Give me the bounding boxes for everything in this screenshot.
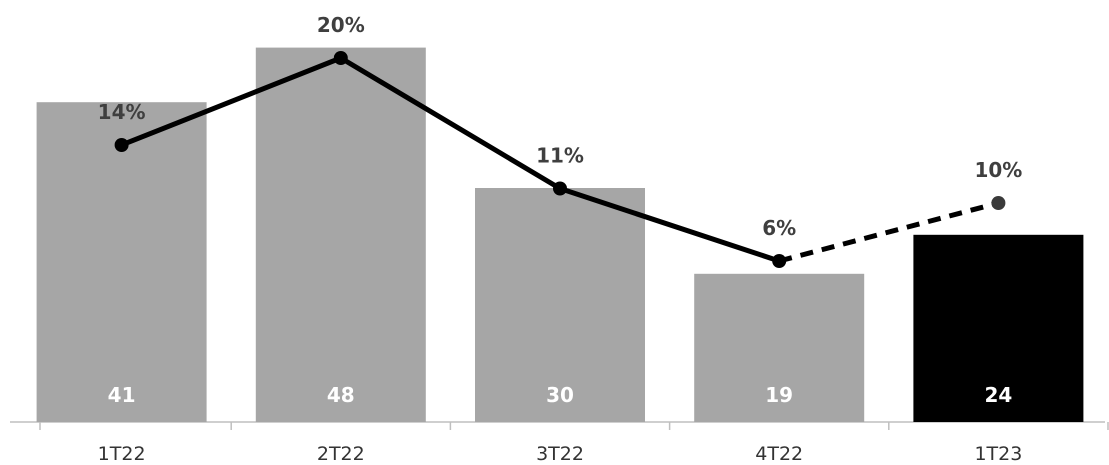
bar-4T22: [694, 273, 865, 422]
bar-value-label: 19: [765, 383, 793, 407]
x-tick-label: 1T23: [974, 443, 1022, 465]
x-tick-label: 4T22: [755, 443, 803, 465]
bar-value-label: 48: [327, 383, 355, 407]
line-value-labels: 14% 20% 11% 6% 10%: [98, 13, 1023, 240]
line-series: [120, 55, 1000, 264]
line-value-label: 6%: [762, 216, 796, 240]
bar-value-label: 24: [984, 383, 1012, 407]
line-point-1T23: [991, 196, 1006, 210]
line-solid-segment: [120, 55, 780, 264]
bar-3T22: [475, 188, 645, 422]
line-point-4T22: [772, 254, 787, 268]
line-value-label: 20%: [317, 13, 365, 37]
x-axis-ticks: [39, 422, 1109, 430]
bar-series: [36, 47, 1084, 422]
line-dashed-segment: [778, 200, 1000, 264]
x-axis-labels: 1T22 2T22 3T22 4T22 1T23: [98, 443, 1023, 465]
bar-1T22: [36, 102, 207, 422]
bar-1T23: [913, 234, 1084, 422]
bar-value-label: 41: [108, 383, 136, 407]
x-tick-label: 2T22: [317, 443, 365, 465]
bar-value-labels: 41 48 30 19 24: [108, 383, 1013, 407]
line-value-label: 10%: [974, 158, 1022, 182]
line-point-1T22: [114, 138, 129, 152]
x-tick-label: 1T22: [98, 443, 146, 465]
line-value-label: 14%: [98, 100, 146, 124]
bar-value-label: 30: [546, 383, 574, 407]
line-points: [114, 51, 1006, 268]
line-point-3T22: [553, 181, 567, 196]
x-tick-label: 3T22: [536, 443, 584, 465]
bar-2T22: [255, 47, 426, 422]
line-value-label: 11%: [536, 144, 584, 168]
line-point-2T22: [333, 51, 348, 65]
